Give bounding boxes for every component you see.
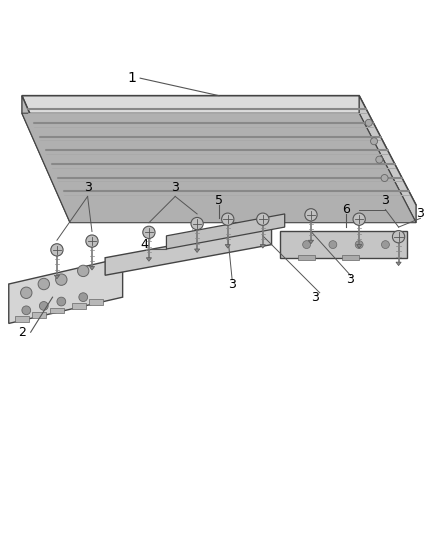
FancyBboxPatch shape	[72, 303, 86, 309]
Text: 3: 3	[84, 181, 92, 194]
Circle shape	[365, 119, 372, 126]
Polygon shape	[22, 96, 416, 205]
Polygon shape	[308, 240, 314, 244]
Polygon shape	[146, 258, 152, 261]
Circle shape	[38, 278, 49, 290]
Polygon shape	[357, 245, 362, 248]
FancyBboxPatch shape	[298, 255, 315, 260]
Circle shape	[381, 174, 388, 182]
Polygon shape	[105, 227, 272, 275]
Circle shape	[371, 138, 378, 145]
Circle shape	[353, 213, 365, 225]
Polygon shape	[22, 113, 416, 223]
Text: 3: 3	[381, 195, 389, 207]
Circle shape	[21, 287, 32, 298]
Text: 3: 3	[346, 273, 354, 286]
Circle shape	[51, 244, 63, 256]
FancyBboxPatch shape	[342, 255, 359, 260]
Circle shape	[355, 241, 363, 248]
Polygon shape	[194, 249, 200, 253]
Polygon shape	[280, 231, 407, 258]
Circle shape	[57, 297, 66, 306]
Text: 5: 5	[215, 195, 223, 207]
Polygon shape	[359, 96, 416, 223]
Circle shape	[79, 293, 88, 302]
FancyBboxPatch shape	[89, 299, 103, 304]
Polygon shape	[225, 245, 230, 248]
Circle shape	[305, 209, 317, 221]
Text: 6: 6	[342, 203, 350, 216]
Circle shape	[143, 226, 155, 238]
Text: 2: 2	[18, 326, 26, 338]
Circle shape	[222, 213, 234, 225]
Circle shape	[376, 156, 383, 163]
Polygon shape	[54, 275, 60, 279]
Circle shape	[257, 213, 269, 225]
Circle shape	[191, 217, 203, 230]
Text: 3: 3	[311, 290, 319, 304]
FancyBboxPatch shape	[50, 308, 64, 313]
Circle shape	[381, 241, 389, 248]
Text: 3: 3	[171, 181, 179, 194]
Circle shape	[392, 231, 405, 243]
Polygon shape	[166, 214, 285, 249]
Circle shape	[86, 235, 98, 247]
FancyBboxPatch shape	[32, 312, 46, 318]
Polygon shape	[9, 258, 123, 324]
Circle shape	[22, 306, 31, 314]
Polygon shape	[22, 96, 70, 223]
Circle shape	[39, 302, 48, 310]
Text: 3: 3	[228, 278, 236, 290]
Circle shape	[78, 265, 89, 277]
Polygon shape	[396, 262, 401, 265]
Polygon shape	[89, 266, 95, 270]
Text: 3: 3	[417, 207, 424, 221]
FancyBboxPatch shape	[15, 317, 29, 322]
Polygon shape	[260, 245, 265, 248]
Circle shape	[56, 274, 67, 285]
Text: 4: 4	[141, 238, 148, 251]
Circle shape	[303, 241, 311, 248]
Text: 1: 1	[127, 71, 136, 85]
Circle shape	[329, 241, 337, 248]
